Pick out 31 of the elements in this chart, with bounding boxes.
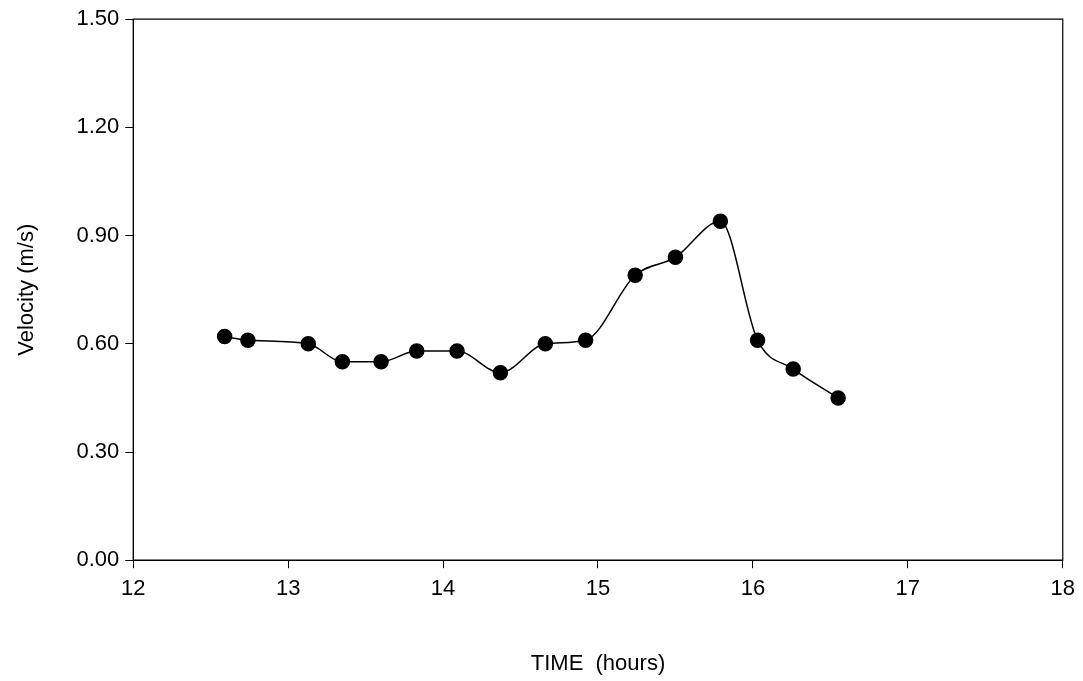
- x-tick-label: 15: [585, 575, 611, 601]
- x-axis-title: TIME (hours): [530, 649, 666, 675]
- y-tick-label: 1.20: [76, 113, 120, 139]
- y-tick-label: 0.30: [76, 438, 120, 464]
- point: [408, 343, 425, 359]
- point: [577, 332, 594, 348]
- y-tick-label: 0.60: [76, 329, 120, 355]
- x-tick-label: 18: [1050, 575, 1076, 601]
- point: [785, 361, 801, 377]
- x-tick-label: 13: [275, 575, 301, 601]
- point: [449, 343, 465, 359]
- y-tick-label: 0.90: [76, 221, 120, 247]
- point: [492, 364, 509, 381]
- point: [667, 249, 684, 265]
- x-tick-label: 16: [740, 575, 766, 601]
- y-tick-label: 1.50: [76, 5, 120, 31]
- x-tick-label: 14: [430, 575, 456, 601]
- y-axis-title: Velocity (m/s): [13, 223, 39, 356]
- point: [240, 332, 256, 348]
- point: [300, 336, 317, 352]
- point: [216, 328, 233, 345]
- point: [373, 354, 389, 370]
- x-tick-label: 17: [895, 575, 921, 601]
- point: [830, 390, 846, 406]
- point: [712, 213, 729, 229]
- point: [334, 354, 351, 370]
- x-tick-label: 12: [120, 575, 146, 601]
- y-tick-label: 0.00: [76, 546, 120, 572]
- point: [627, 267, 643, 284]
- point: [749, 332, 766, 348]
- point: [537, 336, 554, 352]
